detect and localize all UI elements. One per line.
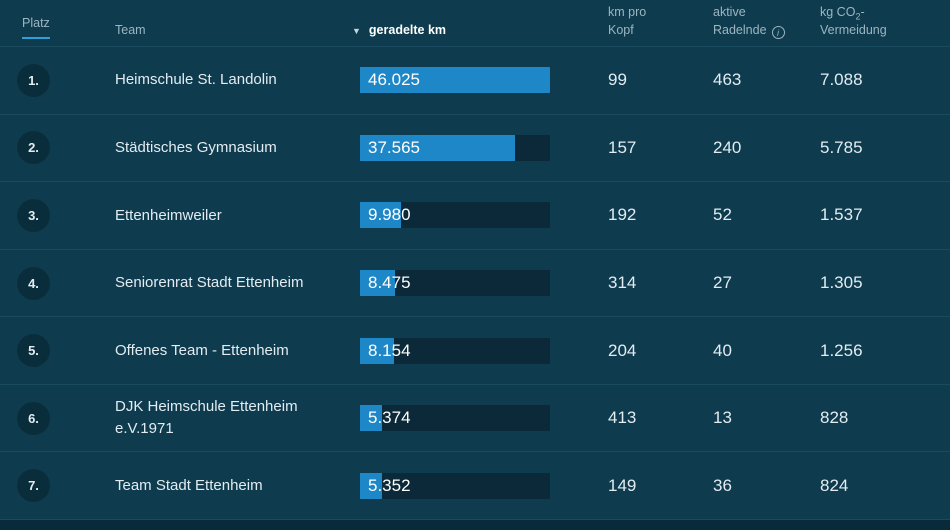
rank-badge: 3. [17,198,50,232]
co2-vermeidung-value: 5.785 [820,137,863,157]
column-header-team[interactable]: Team [115,22,146,37]
co2-vermeidung-value: 1.305 [820,273,863,293]
km-bar-fill [360,472,383,499]
column-header-co2-vermeidung[interactable]: kg CO2- Vermeidung [820,4,950,39]
team-name: Offenes Team - Ettenheim [115,341,289,359]
km-bar-track: 37.565 [360,134,550,161]
km-pro-kopf-value: 149 [608,475,637,495]
column-header-km-pro-kopf[interactable]: km pro Kopf [608,4,713,39]
rank-badge: 4. [17,266,50,300]
km-pro-kopf-value: 157 [608,137,637,157]
team-name: Team Stadt Ettenheim [115,476,263,494]
table-row[interactable]: 7. Team Stadt Ettenheim 5.352 149 36 824 [0,451,950,519]
aktive-radelnde-value: 240 [713,137,742,157]
km-pro-label: km pro [608,5,647,19]
rank-badge: 2. [17,131,50,165]
team-name: Ettenheimweiler [115,206,222,224]
co2-vermeidung-value: 1.256 [820,340,863,360]
rank-badge: 1. [17,63,50,97]
km-pro-kopf-value: 204 [608,340,637,360]
kopf-label: Kopf [608,22,634,37]
km-pro-kopf-value: 99 [608,70,627,90]
table-row[interactable]: 5. Offenes Team - Ettenheim 8.154 204 40… [0,316,950,384]
rank-badge: 6. [17,401,50,435]
table-row[interactable]: 1. Heimschule St. Landolin 46.025 99 463… [0,46,950,114]
table-row[interactable]: 2. Städtisches Gymnasium 37.565 157 240 … [0,113,950,182]
km-bar-track: 8.475 [360,270,550,297]
km-bar-value: 5.352 [368,475,411,495]
co2-vermeidung-value: 824 [820,475,849,495]
radelnde-label: Radelnde [713,22,767,37]
aktive-label: aktive [713,5,746,19]
km-bar-fill [360,337,394,364]
geradelte-km-label: geradelte km [368,22,447,37]
aktive-radelnde-value: 40 [713,340,732,360]
table-row[interactable]: 3. Ettenheimweiler 9.980 192 52 1.537 [0,181,950,249]
co2-vermeidung-value: 828 [820,408,849,428]
km-bar-track: 5.374 [360,405,550,432]
km-bar-value: 46.025 [368,70,420,90]
km-pro-kopf-value: 314 [608,273,637,293]
km-bar-value: 5.374 [368,408,411,428]
team-name: DJK Heimschule Ettenheim e.V.1971 [115,398,298,438]
aktive-radelnde-value: 52 [713,205,732,225]
km-bar-track: 9.980 [360,202,550,229]
team-name: Seniorenrat Stadt Ettenheim [115,274,304,292]
km-bar-value: 9.980 [368,205,411,225]
aktive-radelnde-value: 13 [713,408,732,428]
km-bar-track: 46.025 [360,67,550,94]
table-row[interactable]: 6. DJK Heimschule Ettenheim e.V.1971 5.3… [0,383,950,452]
next-row-edge [0,519,950,530]
rank-badge: 5. [17,334,50,368]
km-pro-kopf-value: 192 [608,205,637,225]
km-bar-fill [360,134,516,161]
aktive-radelnde-value: 27 [713,273,732,293]
rank-badge: 7. [17,469,50,503]
km-bar-fill [360,202,402,229]
column-header-geradelte-km[interactable]: ▼ geradelte km [352,22,608,40]
co2-prefix: kg CO [820,5,856,19]
table-row[interactable]: 4. Seniorenrat Stadt Ettenheim 8.475 314… [0,248,950,317]
table-body: 1. Heimschule St. Landolin 46.025 99 463… [0,46,950,519]
info-icon[interactable]: i [771,26,785,40]
team-name: Heimschule St. Landolin [115,71,277,89]
km-bar-track: 5.352 [360,472,550,499]
co2-dash: - [860,5,865,19]
km-bar-value: 8.154 [368,340,411,360]
km-bar-track: 8.154 [360,337,550,364]
vermeidung-label: Vermeidung [820,22,887,37]
km-bar-fill [360,270,395,297]
column-header-aktive-radelnde[interactable]: aktive Radelnde i [713,4,820,40]
table-header: Platz Team ▼ geradelte km km pro Kopf ak… [0,0,950,46]
km-bar-value: 37.565 [368,137,420,157]
team-name: Städtisches Gymnasium [115,138,277,156]
km-pro-kopf-value: 413 [608,408,637,428]
column-header-platz[interactable]: Platz [22,15,50,39]
aktive-radelnde-value: 463 [713,70,742,90]
km-bar-fill [360,67,550,94]
aktive-radelnde-value: 36 [713,475,732,495]
km-bar-value: 8.475 [368,273,411,293]
co2-subscript: 2 [855,11,861,22]
co2-vermeidung-value: 7.088 [820,70,863,90]
sort-descending-icon: ▼ [352,25,361,36]
km-bar-fill [360,405,383,432]
co2-vermeidung-value: 1.537 [820,205,863,225]
